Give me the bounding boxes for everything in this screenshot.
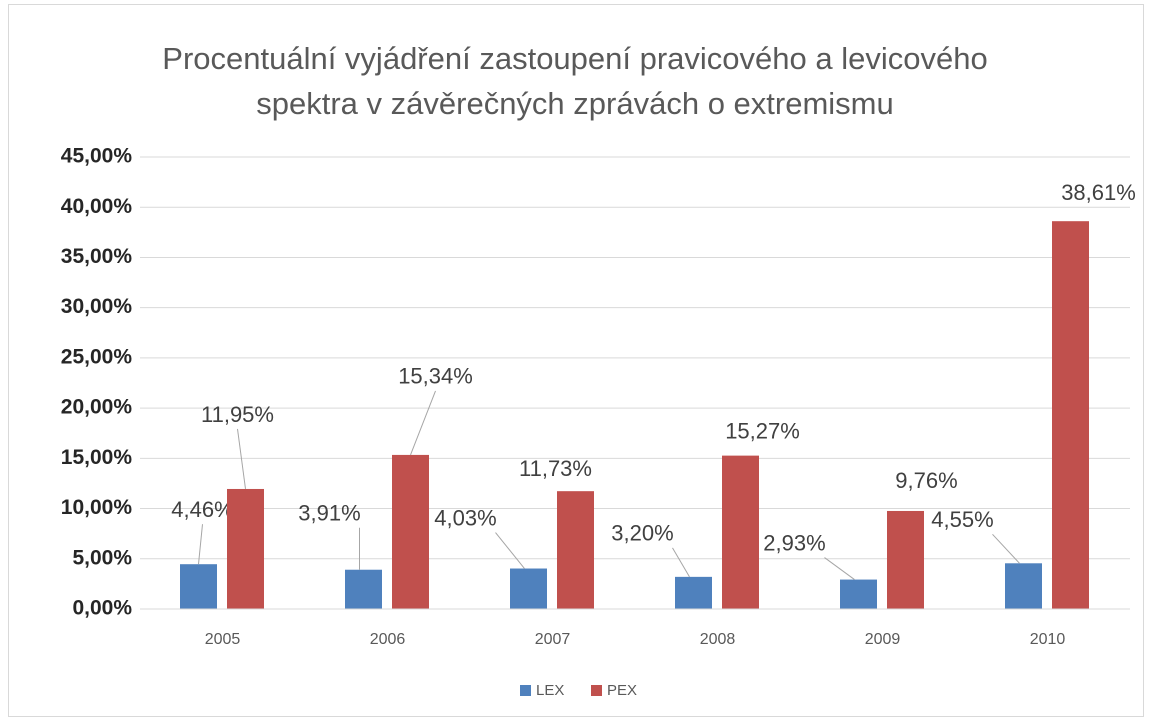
y-tick-label: 45,00% bbox=[61, 145, 133, 168]
data-label: 15,34% bbox=[398, 364, 473, 389]
legend-swatch bbox=[520, 685, 531, 696]
x-tick-label: 2010 bbox=[1030, 631, 1066, 648]
data-label: 4,55% bbox=[931, 507, 993, 532]
y-tick-label: 5,00% bbox=[72, 546, 132, 569]
bar bbox=[887, 510, 924, 609]
x-tick-label: 2006 bbox=[370, 631, 406, 648]
x-tick-label: 2005 bbox=[205, 631, 241, 648]
y-tick-label: 0,00% bbox=[72, 597, 132, 620]
data-label: 4,46% bbox=[171, 497, 233, 522]
bar bbox=[510, 568, 547, 609]
data-label: 11,73% bbox=[519, 456, 592, 481]
data-label: 15,27% bbox=[725, 418, 800, 443]
data-label: 4,03% bbox=[434, 505, 496, 530]
legend-swatch bbox=[591, 685, 602, 696]
x-tick-label: 2008 bbox=[700, 631, 736, 648]
leader-line bbox=[198, 524, 203, 565]
legend-label: LEX bbox=[536, 682, 564, 699]
bar bbox=[1052, 221, 1089, 609]
data-label: 2,93% bbox=[763, 530, 825, 555]
bar bbox=[227, 488, 264, 609]
leader-line bbox=[495, 532, 525, 569]
bar bbox=[392, 454, 429, 609]
legend-label: PEX bbox=[607, 682, 637, 699]
y-tick-label: 40,00% bbox=[61, 195, 133, 218]
y-tick-label: 10,00% bbox=[61, 496, 133, 519]
bar bbox=[840, 579, 877, 609]
y-tick-label: 20,00% bbox=[61, 396, 133, 419]
bar bbox=[1005, 563, 1042, 609]
leader-line bbox=[672, 547, 690, 578]
y-tick-label: 35,00% bbox=[61, 245, 133, 268]
data-label: 3,91% bbox=[298, 501, 360, 526]
leader-line bbox=[237, 428, 246, 490]
data-label: 38,61% bbox=[1061, 180, 1136, 205]
leader-line bbox=[992, 533, 1020, 564]
bar bbox=[345, 569, 382, 609]
y-tick-label: 25,00% bbox=[61, 345, 133, 368]
y-tick-label: 30,00% bbox=[61, 295, 133, 318]
data-label: 3,20% bbox=[611, 521, 673, 546]
bar bbox=[557, 491, 594, 609]
bar bbox=[722, 455, 759, 609]
bar bbox=[675, 576, 712, 609]
data-label: 11,95% bbox=[201, 402, 274, 427]
bar bbox=[180, 564, 217, 609]
leader-line bbox=[824, 557, 855, 580]
leader-line bbox=[410, 390, 436, 456]
x-tick-label: 2007 bbox=[535, 631, 571, 648]
x-tick-label: 2009 bbox=[865, 631, 901, 648]
data-label: 9,76% bbox=[895, 468, 957, 493]
chart-title: Procentuální vyjádření zastoupení pravic… bbox=[162, 41, 988, 121]
y-tick-label: 15,00% bbox=[61, 446, 133, 469]
